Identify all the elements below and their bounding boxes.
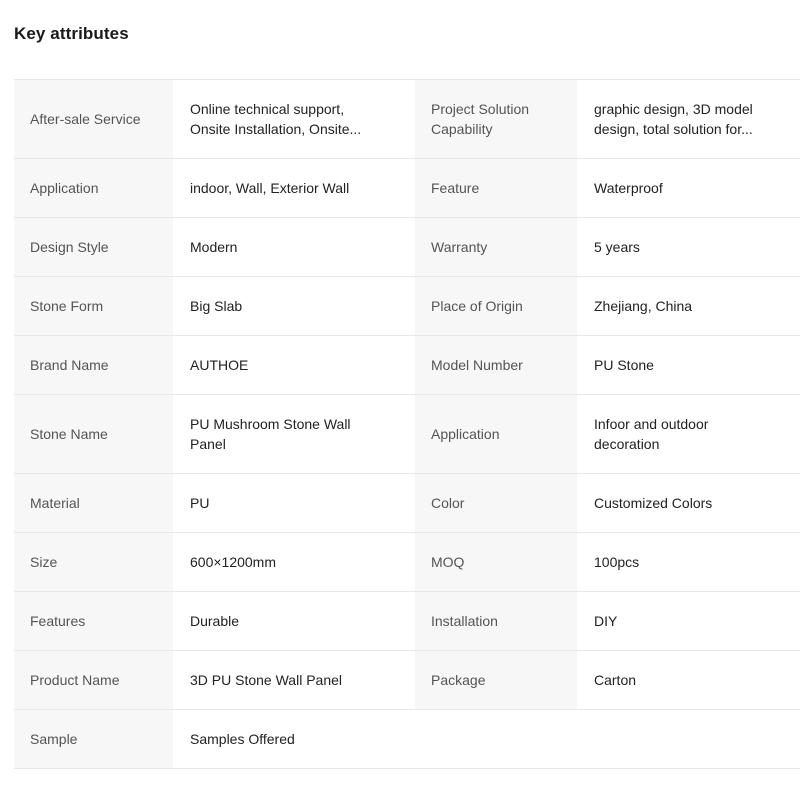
attribute-label: Installation	[415, 592, 577, 650]
attribute-value: graphic design, 3D model design, total s…	[577, 80, 800, 158]
attribute-value: Online technical support, Onsite Install…	[173, 80, 415, 158]
attribute-label: Project Solution Capability	[415, 80, 577, 158]
attribute-label: Warranty	[415, 218, 577, 276]
attribute-value: 100pcs	[577, 533, 800, 591]
attribute-label: Application	[415, 395, 577, 473]
attribute-value: Customized Colors	[577, 474, 800, 532]
attribute-value: Carton	[577, 651, 800, 709]
attribute-value: Modern	[173, 218, 415, 276]
attribute-value: Infoor and outdoor decoration	[577, 395, 800, 473]
attribute-label: Material	[14, 474, 173, 532]
attribute-value: 3D PU Stone Wall Panel	[173, 651, 415, 709]
attribute-row: Design Style Modern Warranty 5 years	[14, 218, 800, 277]
attribute-label: Application	[14, 159, 173, 217]
attribute-label: Features	[14, 592, 173, 650]
attribute-value: indoor, Wall, Exterior Wall	[173, 159, 415, 217]
attribute-value: Big Slab	[173, 277, 415, 335]
attribute-row: After-sale Service Online technical suppo…	[14, 80, 800, 159]
attribute-label: Model Number	[415, 336, 577, 394]
attribute-value: PU	[173, 474, 415, 532]
attribute-value: 600×1200mm	[173, 533, 415, 591]
attribute-row: Material PU Color Customized Colors	[14, 474, 800, 533]
attribute-label: Size	[14, 533, 173, 591]
attribute-row: Stone Form Big Slab Place of Origin Zhejian…	[14, 277, 800, 336]
attribute-value: Samples Offered	[173, 710, 800, 768]
attribute-row: Stone Name PU Mushroom Stone Wall Panel Ap…	[14, 395, 800, 474]
attribute-value: AUTHOE	[173, 336, 415, 394]
attribute-value: PU Stone	[577, 336, 800, 394]
attribute-value: Waterproof	[577, 159, 800, 217]
attribute-row: Features Durable Installation DIY	[14, 592, 800, 651]
attribute-label: Stone Form	[14, 277, 173, 335]
attribute-row: Brand Name AUTHOE Model Number PU Stone	[14, 336, 800, 395]
key-attributes-table: After-sale Service Online technical suppo…	[14, 79, 800, 769]
attribute-row: Size 600×1200mm MOQ 100pcs	[14, 533, 800, 592]
attribute-label: After-sale Service	[14, 80, 173, 158]
attribute-label: Design Style	[14, 218, 173, 276]
attribute-label: Feature	[415, 159, 577, 217]
key-attributes-title: Key attributes	[14, 24, 129, 43]
attribute-value: Durable	[173, 592, 415, 650]
attribute-value: 5 years	[577, 218, 800, 276]
attribute-value: Zhejiang, China	[577, 277, 800, 335]
attribute-row: Sample Samples Offered	[14, 710, 800, 768]
attribute-value: PU Mushroom Stone Wall Panel	[173, 395, 415, 473]
attribute-row: Product Name 3D PU Stone Wall Panel Packag…	[14, 651, 800, 710]
attribute-label: Sample	[14, 710, 173, 768]
attribute-label: Stone Name	[14, 395, 173, 473]
attribute-label: Package	[415, 651, 577, 709]
attribute-label: Color	[415, 474, 577, 532]
attribute-label: Place of Origin	[415, 277, 577, 335]
attribute-label: Product Name	[14, 651, 173, 709]
product-attributes-section: Key attributes After-sale Service Online …	[14, 24, 800, 769]
attribute-value: DIY	[577, 592, 800, 650]
attribute-label: MOQ	[415, 533, 577, 591]
attribute-label: Brand Name	[14, 336, 173, 394]
attribute-row: Application indoor, Wall, Exterior Wall Fe…	[14, 159, 800, 218]
